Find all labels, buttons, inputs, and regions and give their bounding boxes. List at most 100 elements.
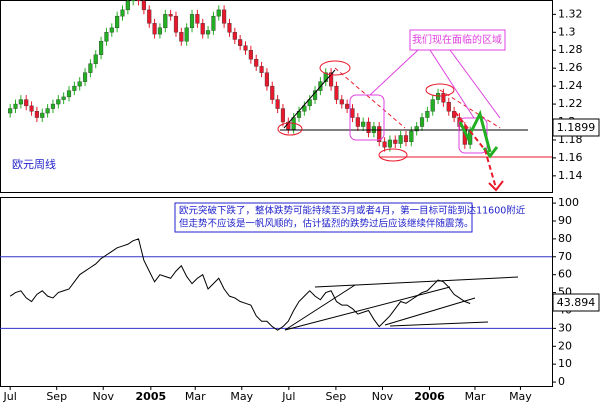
candle-body bbox=[72, 85, 77, 91]
y-tick-label: 20 bbox=[558, 339, 572, 352]
x-tick-label: Sep bbox=[326, 390, 347, 403]
candle-body bbox=[270, 85, 275, 100]
candle-body bbox=[40, 112, 45, 118]
candle-body bbox=[152, 23, 157, 35]
y-tick-label: 30 bbox=[558, 321, 572, 334]
candle-body bbox=[125, 0, 130, 11]
candle-body bbox=[350, 108, 355, 118]
candle-body bbox=[211, 15, 216, 31]
candle-body bbox=[141, 0, 146, 11]
zone-box bbox=[349, 94, 385, 141]
candle-body bbox=[104, 32, 109, 42]
candle-body bbox=[425, 111, 430, 118]
last-value-label: 43.894 bbox=[557, 296, 596, 309]
chart-label: 欧元周线 bbox=[12, 157, 56, 171]
candle-body bbox=[361, 121, 366, 127]
candle-body bbox=[45, 108, 50, 114]
candle-body bbox=[120, 9, 125, 17]
candle-body bbox=[403, 135, 409, 142]
y-tick-label: 1.24 bbox=[558, 79, 583, 92]
y-tick-label: 80 bbox=[558, 232, 572, 245]
candle-body bbox=[34, 111, 39, 118]
candle-body bbox=[398, 135, 403, 144]
y-tick-label: 90 bbox=[558, 214, 572, 227]
forecast-arrow bbox=[458, 109, 492, 153]
y-tick-label: 1.14 bbox=[558, 169, 583, 182]
x-tick-label: Mar bbox=[465, 390, 486, 403]
candle-body bbox=[414, 126, 419, 132]
trend-line bbox=[389, 321, 489, 327]
candle-body bbox=[131, 0, 136, 2]
forecast-arrow bbox=[454, 111, 497, 189]
candle-body bbox=[430, 99, 435, 112]
last-value-label: 1.1899 bbox=[557, 121, 596, 134]
candle-body bbox=[302, 105, 307, 112]
candle-body bbox=[254, 59, 259, 67]
candle-body bbox=[61, 96, 66, 100]
candle-body bbox=[355, 117, 360, 127]
trend-line bbox=[384, 297, 476, 326]
candle-body bbox=[248, 50, 253, 60]
x-tick-label: Jul bbox=[281, 390, 295, 403]
candle-body bbox=[441, 93, 446, 103]
rsi-panel bbox=[0, 197, 553, 387]
candle-body bbox=[339, 99, 344, 105]
x-tick-label: Jul bbox=[3, 390, 17, 403]
pointer-line bbox=[369, 49, 419, 96]
trend-line bbox=[314, 276, 519, 288]
candle-body bbox=[238, 39, 243, 46]
rsi-annotations bbox=[284, 276, 519, 331]
price-panel bbox=[0, 0, 553, 193]
circle-marker bbox=[378, 148, 408, 162]
candle-body bbox=[173, 15, 179, 33]
y-tick-label: 10 bbox=[558, 357, 572, 370]
y-tick-label: 100 bbox=[558, 196, 579, 209]
candle-body bbox=[329, 72, 334, 87]
x-tick-label: May bbox=[509, 390, 532, 403]
candle-body bbox=[115, 15, 120, 29]
callout-box bbox=[409, 29, 506, 51]
y-tick-label: 70 bbox=[558, 250, 572, 263]
last-value-box bbox=[552, 293, 600, 312]
candle-body bbox=[82, 72, 88, 82]
x-tick-label: Nov bbox=[92, 390, 114, 403]
candle-body bbox=[205, 30, 211, 35]
candle-body bbox=[77, 81, 82, 87]
trend-line bbox=[334, 67, 406, 129]
candle-body bbox=[216, 9, 221, 17]
candle-body bbox=[264, 72, 269, 87]
x-tick-label: Nov bbox=[372, 390, 394, 403]
note-text: 但走势不应该是一帆风顺的，估计猛烈的跌势过后应该继续伴随震荡。 bbox=[179, 218, 474, 230]
x-tick-label: Mar bbox=[185, 390, 206, 403]
candle-body bbox=[163, 14, 168, 29]
y-tick-label: 60 bbox=[558, 268, 572, 281]
x-tick-label: May bbox=[230, 390, 253, 403]
candle-body bbox=[157, 27, 163, 35]
last-value-box bbox=[552, 118, 600, 137]
y-tick-label: 1.22 bbox=[558, 97, 583, 110]
candle-body bbox=[387, 139, 393, 148]
candle-body bbox=[18, 99, 23, 105]
rsi-layer: 0102030405060708090100JulSepNov2005MarMa… bbox=[0, 196, 579, 403]
y-tick-label: 1.26 bbox=[558, 61, 583, 74]
candle-body bbox=[280, 108, 286, 123]
rsi-line bbox=[9, 238, 471, 331]
y-tick-label: 1.32 bbox=[558, 7, 583, 20]
candle-body bbox=[227, 23, 232, 33]
candle-body bbox=[366, 121, 371, 133]
candle-body bbox=[222, 9, 227, 24]
candle-body bbox=[323, 72, 328, 82]
trend-line bbox=[283, 69, 336, 129]
y-tick-label: 1.16 bbox=[558, 151, 583, 164]
pointer-line bbox=[429, 49, 475, 119]
candle-body bbox=[275, 99, 280, 109]
pointer-line bbox=[449, 49, 501, 119]
candle-body bbox=[179, 32, 184, 42]
candle-body bbox=[334, 85, 339, 100]
trend-line bbox=[439, 89, 501, 129]
candle-body bbox=[184, 27, 189, 42]
candle-body bbox=[446, 102, 451, 112]
candle-body bbox=[419, 117, 425, 127]
candle-body bbox=[382, 141, 387, 148]
